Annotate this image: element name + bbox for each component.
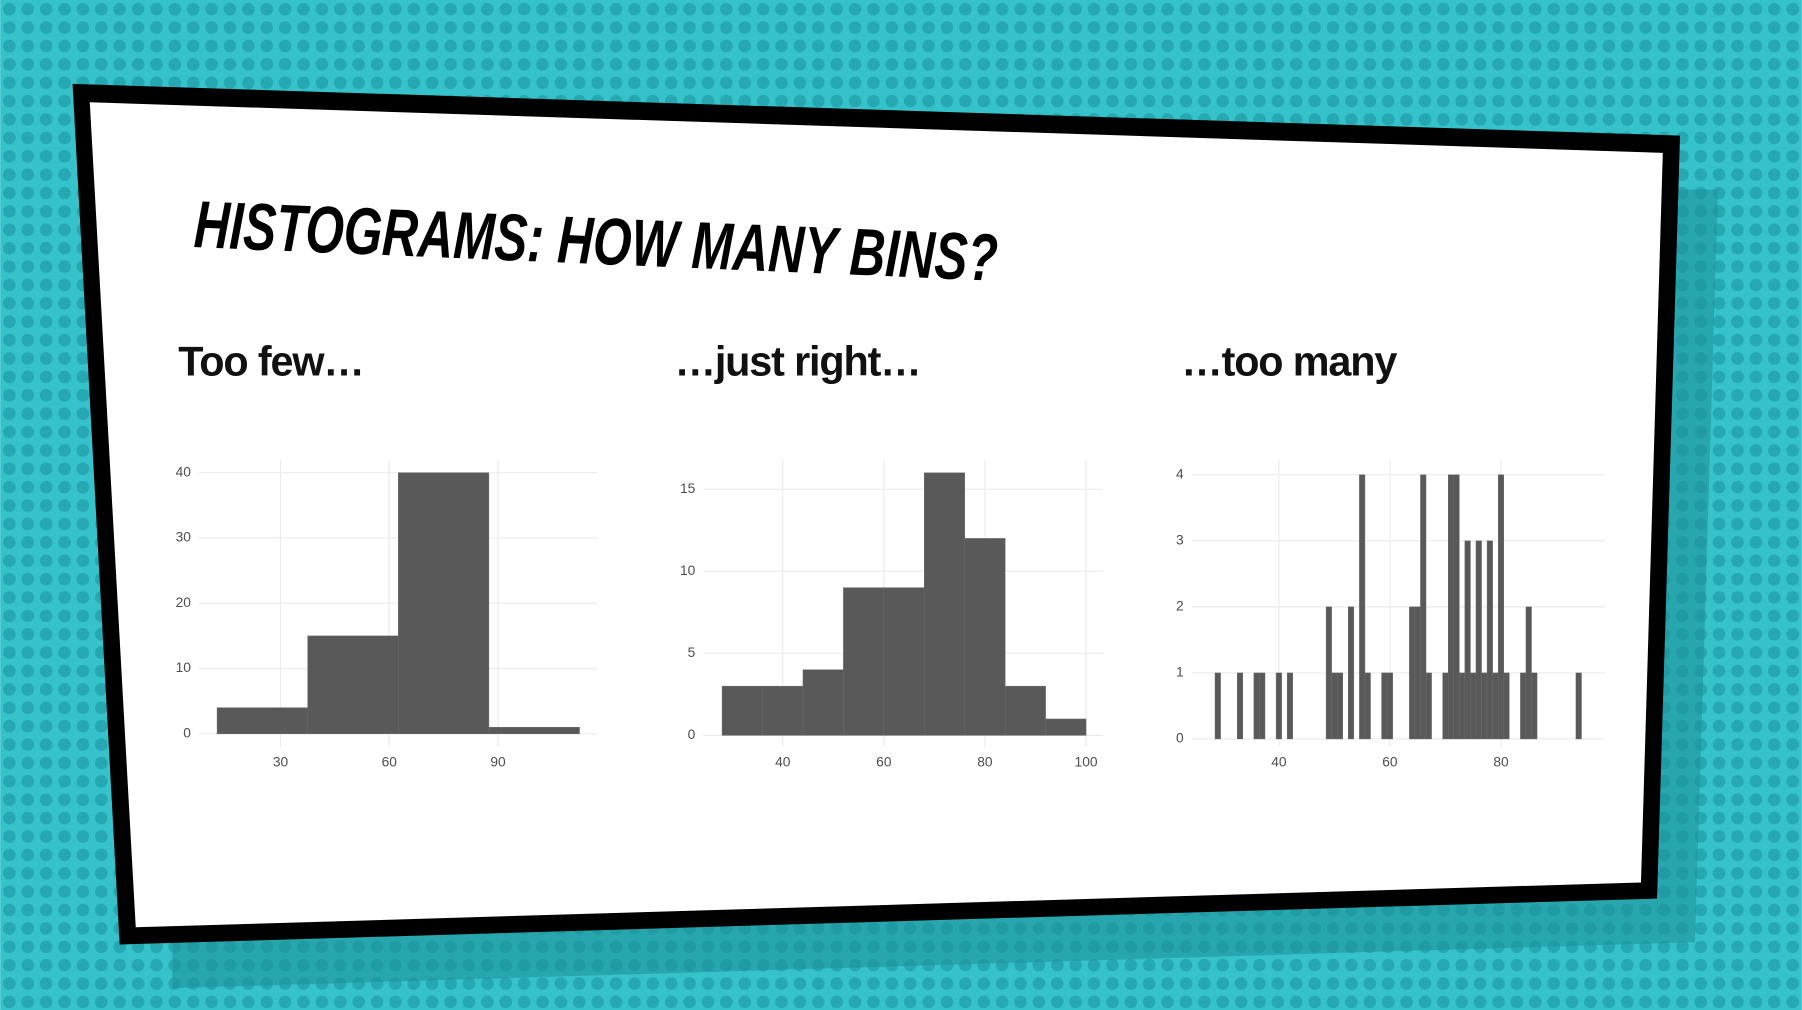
bar (1381, 672, 1388, 740)
bar (1459, 672, 1466, 740)
y-tick-label: 4 (1176, 466, 1184, 481)
bar (721, 685, 763, 736)
bar (924, 472, 965, 736)
bar (883, 587, 925, 736)
bar (488, 727, 580, 735)
x-tick-label: 40 (775, 755, 791, 770)
bar (1045, 718, 1087, 736)
bar (1497, 474, 1504, 740)
y-tick-label: 10 (680, 563, 696, 578)
x-tick-label: 80 (977, 755, 993, 770)
y-tick-label: 1 (1176, 665, 1184, 680)
bar (1414, 606, 1421, 740)
bar (1386, 672, 1393, 740)
y-tick-label: 40 (176, 464, 192, 479)
bar (1453, 474, 1460, 740)
bar (1447, 474, 1455, 740)
y-tick-label: 0 (183, 725, 191, 740)
bar (1425, 672, 1432, 740)
bar (1486, 540, 1493, 740)
bar (1481, 672, 1488, 740)
bar (1525, 606, 1532, 740)
x-tick-label: 60 (1382, 755, 1398, 770)
bar (1237, 672, 1244, 740)
bar (1214, 672, 1221, 740)
bar (216, 707, 308, 735)
y-tick-label: 0 (1176, 731, 1184, 746)
bar (1004, 685, 1046, 736)
x-tick-label: 60 (382, 755, 398, 770)
bar (1575, 672, 1582, 740)
y-tick-label: 15 (680, 481, 696, 496)
bar (1409, 606, 1416, 740)
bar (1331, 672, 1338, 740)
bar (1336, 672, 1343, 740)
bar (1464, 540, 1471, 740)
chart-title: …just right… (675, 339, 921, 385)
x-tick-label: 30 (273, 755, 289, 770)
bar (1364, 672, 1371, 740)
bar (1470, 672, 1477, 740)
y-tick-label: 3 (1176, 532, 1184, 547)
x-tick-label: 90 (490, 755, 506, 770)
bar (307, 635, 399, 735)
y-tick-label: 5 (688, 645, 696, 660)
bar (1503, 672, 1510, 740)
x-tick-label: 100 (1075, 755, 1098, 770)
bar (1253, 672, 1260, 740)
bar (1286, 672, 1293, 740)
bar (1531, 672, 1538, 740)
bar (1520, 672, 1527, 740)
bar (843, 587, 885, 736)
bar (1492, 672, 1499, 740)
x-tick-label: 80 (1493, 755, 1509, 770)
bar (1275, 672, 1282, 740)
y-tick-label: 30 (176, 530, 192, 545)
chart-title: …too many (1181, 339, 1397, 385)
x-tick-label: 40 (1271, 755, 1287, 770)
bar (1325, 606, 1332, 740)
bar (964, 538, 1006, 736)
x-tick-label: 60 (876, 755, 892, 770)
bar (1442, 672, 1449, 740)
bar (398, 472, 490, 735)
bar (802, 669, 844, 736)
y-tick-label: 0 (688, 727, 696, 742)
bar (1475, 540, 1482, 740)
y-tick-label: 10 (176, 660, 192, 675)
bar (1348, 606, 1355, 740)
chart-title: Too few… (178, 339, 363, 385)
bar (1259, 672, 1266, 740)
y-tick-label: 20 (176, 595, 192, 610)
bar (1420, 474, 1427, 740)
y-tick-label: 2 (1176, 599, 1184, 614)
bar (762, 685, 804, 736)
bar (1359, 474, 1366, 740)
